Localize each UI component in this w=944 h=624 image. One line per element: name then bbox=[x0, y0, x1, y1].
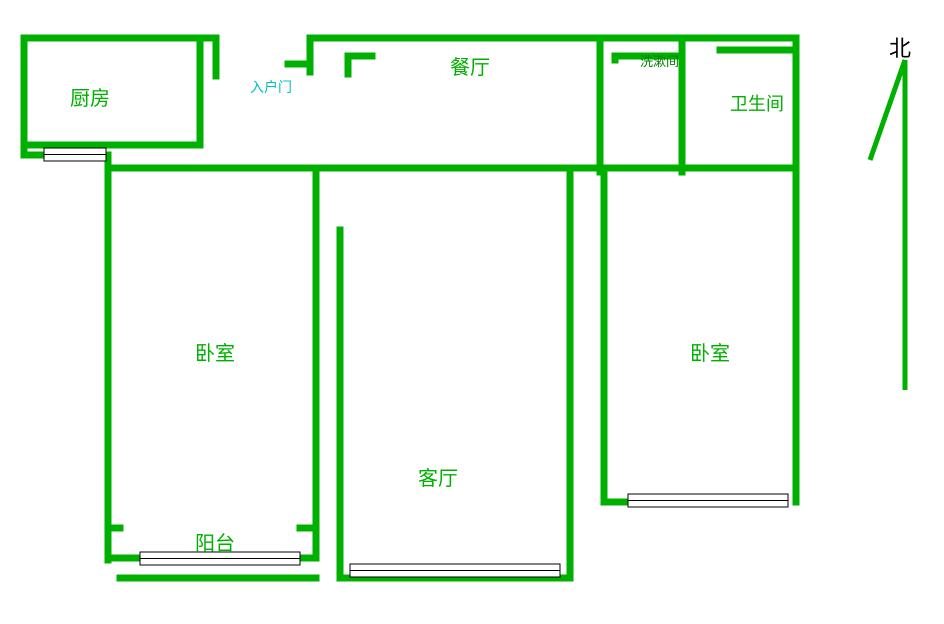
compass-arrowhead bbox=[870, 60, 905, 160]
room-label: 卧室 bbox=[690, 342, 730, 365]
room-label: 餐厅 bbox=[450, 56, 490, 79]
room-label: 卧室 bbox=[195, 342, 235, 365]
room-label: 洗漱间 bbox=[640, 54, 679, 69]
room-label: 入户门 bbox=[250, 79, 292, 95]
room-label: 厨房 bbox=[70, 87, 110, 110]
room-label: 卫生间 bbox=[730, 94, 784, 114]
compass-label: 北 bbox=[889, 36, 911, 61]
room-label: 客厅 bbox=[418, 467, 458, 490]
room-label: 阳台 bbox=[195, 532, 235, 555]
